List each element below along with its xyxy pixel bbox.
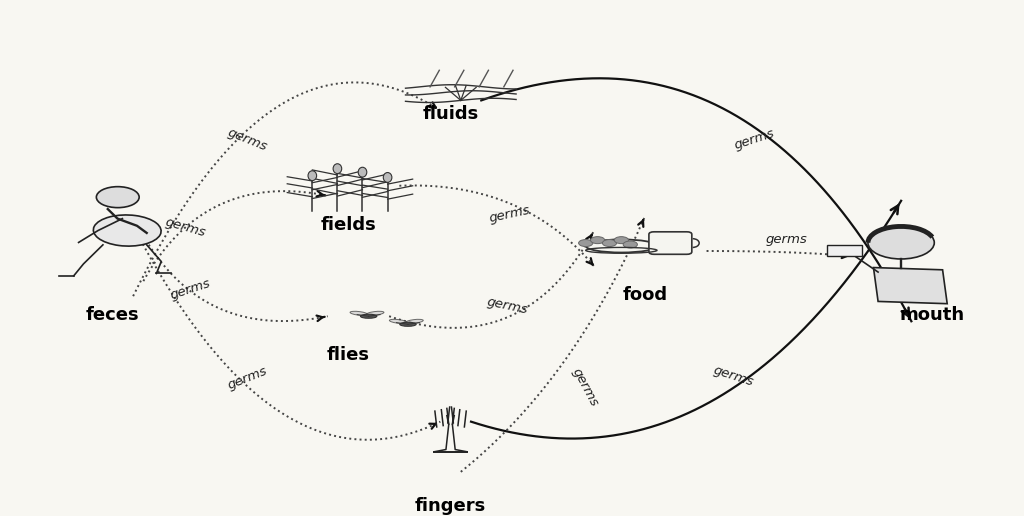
Circle shape (868, 227, 934, 259)
Text: fields: fields (321, 216, 376, 234)
Ellipse shape (333, 164, 342, 173)
Ellipse shape (308, 171, 316, 181)
Text: germs: germs (570, 366, 601, 409)
Ellipse shape (358, 167, 367, 177)
Text: germs: germs (225, 364, 269, 392)
Text: food: food (623, 286, 668, 304)
Circle shape (624, 241, 637, 248)
Text: germs: germs (488, 204, 531, 225)
Ellipse shape (360, 314, 377, 318)
Text: mouth: mouth (899, 306, 965, 324)
Text: germs: germs (712, 364, 756, 389)
FancyBboxPatch shape (649, 232, 692, 254)
Ellipse shape (399, 322, 416, 326)
Circle shape (96, 187, 139, 207)
Text: germs: germs (765, 233, 807, 246)
Ellipse shape (93, 215, 161, 246)
Circle shape (579, 239, 593, 247)
Text: germs: germs (164, 215, 208, 239)
Text: fingers: fingers (415, 497, 486, 515)
Text: germs: germs (169, 277, 213, 302)
Ellipse shape (406, 319, 423, 324)
Text: germs: germs (485, 296, 528, 317)
Text: germs: germs (225, 126, 269, 154)
Ellipse shape (350, 311, 368, 315)
Circle shape (591, 237, 605, 244)
Text: feces: feces (86, 306, 139, 324)
Ellipse shape (389, 319, 407, 324)
Bar (827, 245, 862, 256)
Ellipse shape (586, 239, 657, 252)
Text: flies: flies (327, 346, 370, 364)
Circle shape (614, 237, 629, 244)
Ellipse shape (367, 311, 384, 315)
Circle shape (602, 239, 616, 247)
Text: germs: germs (732, 127, 776, 152)
Ellipse shape (383, 172, 392, 182)
Polygon shape (873, 268, 947, 304)
Text: fluids: fluids (423, 105, 478, 123)
